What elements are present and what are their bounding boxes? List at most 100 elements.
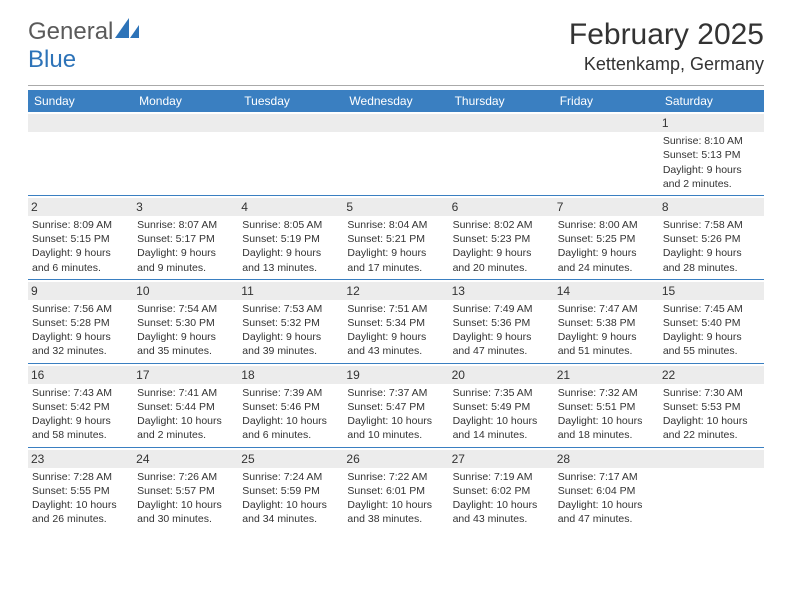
calendar-day-cell: 26Sunrise: 7:22 AMSunset: 6:01 PMDayligh… (343, 447, 448, 530)
day-number (238, 114, 343, 132)
calendar-day-cell: 4Sunrise: 8:05 AMSunset: 5:19 PMDaylight… (238, 195, 343, 279)
calendar-week-row: 1Sunrise: 8:10 AMSunset: 5:13 PMDaylight… (28, 112, 764, 195)
calendar-day-cell: 21Sunrise: 7:32 AMSunset: 5:51 PMDayligh… (554, 363, 659, 447)
calendar-day-cell: 1Sunrise: 8:10 AMSunset: 5:13 PMDaylight… (659, 112, 764, 195)
title-block: February 2025 Kettenkamp, Germany (569, 18, 764, 75)
day-number: 18 (238, 366, 343, 384)
sunset-text: Sunset: 5:23 PM (453, 232, 550, 246)
sunset-text: Sunset: 5:59 PM (242, 484, 339, 498)
sunset-text: Sunset: 5:46 PM (242, 400, 339, 414)
calendar-week-row: 16Sunrise: 7:43 AMSunset: 5:42 PMDayligh… (28, 363, 764, 447)
daylight-text: Daylight: 9 hours and 13 minutes. (242, 246, 339, 274)
day-number (659, 450, 764, 468)
daylight-text: Daylight: 9 hours and 6 minutes. (32, 246, 129, 274)
sunset-text: Sunset: 5:17 PM (137, 232, 234, 246)
daylight-text: Daylight: 9 hours and 28 minutes. (663, 246, 760, 274)
daylight-text: Daylight: 9 hours and 47 minutes. (453, 330, 550, 358)
calendar-day-cell: 10Sunrise: 7:54 AMSunset: 5:30 PMDayligh… (133, 279, 238, 363)
sunrise-text: Sunrise: 7:35 AM (453, 386, 550, 400)
sunset-text: Sunset: 5:13 PM (663, 148, 760, 162)
day-number: 17 (133, 366, 238, 384)
sunrise-text: Sunrise: 8:07 AM (137, 218, 234, 232)
sunrise-text: Sunrise: 8:04 AM (347, 218, 444, 232)
calendar-day-cell: 2Sunrise: 8:09 AMSunset: 5:15 PMDaylight… (28, 195, 133, 279)
daylight-text: Daylight: 9 hours and 58 minutes. (32, 414, 129, 442)
calendar-day-cell: 12Sunrise: 7:51 AMSunset: 5:34 PMDayligh… (343, 279, 448, 363)
weekday-header: Thursday (449, 90, 554, 112)
sunset-text: Sunset: 5:55 PM (32, 484, 129, 498)
sunset-text: Sunset: 5:25 PM (558, 232, 655, 246)
calendar-empty-cell (133, 112, 238, 195)
sunrise-text: Sunrise: 7:39 AM (242, 386, 339, 400)
sunrise-text: Sunrise: 8:00 AM (558, 218, 655, 232)
day-number: 19 (343, 366, 448, 384)
weekday-header: Wednesday (343, 90, 448, 112)
calendar-empty-cell (659, 447, 764, 530)
day-number (554, 114, 659, 132)
sunrise-text: Sunrise: 7:32 AM (558, 386, 655, 400)
day-number: 14 (554, 282, 659, 300)
sunrise-text: Sunrise: 7:22 AM (347, 470, 444, 484)
calendar-empty-cell (554, 112, 659, 195)
sunrise-text: Sunrise: 7:26 AM (137, 470, 234, 484)
calendar-week-row: 2Sunrise: 8:09 AMSunset: 5:15 PMDaylight… (28, 195, 764, 279)
calendar-day-cell: 6Sunrise: 8:02 AMSunset: 5:23 PMDaylight… (449, 195, 554, 279)
sunrise-text: Sunrise: 8:10 AM (663, 134, 760, 148)
calendar-table: SundayMondayTuesdayWednesdayThursdayFrid… (28, 90, 764, 530)
sunrise-text: Sunrise: 7:49 AM (453, 302, 550, 316)
calendar-day-cell: 28Sunrise: 7:17 AMSunset: 6:04 PMDayligh… (554, 447, 659, 530)
daylight-text: Daylight: 9 hours and 20 minutes. (453, 246, 550, 274)
page-header: General Blue February 2025 Kettenkamp, G… (28, 18, 764, 75)
day-number: 11 (238, 282, 343, 300)
sunrise-text: Sunrise: 7:51 AM (347, 302, 444, 316)
calendar-day-cell: 17Sunrise: 7:41 AMSunset: 5:44 PMDayligh… (133, 363, 238, 447)
day-number: 6 (449, 198, 554, 216)
sunset-text: Sunset: 5:42 PM (32, 400, 129, 414)
daylight-text: Daylight: 10 hours and 47 minutes. (558, 498, 655, 526)
daylight-text: Daylight: 9 hours and 43 minutes. (347, 330, 444, 358)
sunset-text: Sunset: 5:53 PM (663, 400, 760, 414)
sunrise-text: Sunrise: 7:43 AM (32, 386, 129, 400)
calendar-day-cell: 5Sunrise: 8:04 AMSunset: 5:21 PMDaylight… (343, 195, 448, 279)
sunset-text: Sunset: 5:51 PM (558, 400, 655, 414)
sunset-text: Sunset: 5:47 PM (347, 400, 444, 414)
calendar-day-cell: 8Sunrise: 7:58 AMSunset: 5:26 PMDaylight… (659, 195, 764, 279)
day-number: 27 (449, 450, 554, 468)
sunrise-text: Sunrise: 7:58 AM (663, 218, 760, 232)
day-number: 12 (343, 282, 448, 300)
day-number: 23 (28, 450, 133, 468)
daylight-text: Daylight: 9 hours and 24 minutes. (558, 246, 655, 274)
day-number: 24 (133, 450, 238, 468)
day-number: 13 (449, 282, 554, 300)
sunrise-text: Sunrise: 8:05 AM (242, 218, 339, 232)
sunrise-text: Sunrise: 7:54 AM (137, 302, 234, 316)
location-subtitle: Kettenkamp, Germany (569, 54, 764, 75)
day-number: 4 (238, 198, 343, 216)
daylight-text: Daylight: 10 hours and 10 minutes. (347, 414, 444, 442)
day-number: 5 (343, 198, 448, 216)
sunset-text: Sunset: 5:36 PM (453, 316, 550, 330)
sunset-text: Sunset: 6:02 PM (453, 484, 550, 498)
day-number: 2 (28, 198, 133, 216)
logo-word-general: General (28, 18, 113, 45)
sunset-text: Sunset: 6:01 PM (347, 484, 444, 498)
sunset-text: Sunset: 5:49 PM (453, 400, 550, 414)
calendar-week-row: 23Sunrise: 7:28 AMSunset: 5:55 PMDayligh… (28, 447, 764, 530)
sunrise-text: Sunrise: 7:19 AM (453, 470, 550, 484)
sunrise-text: Sunrise: 7:45 AM (663, 302, 760, 316)
sunset-text: Sunset: 5:40 PM (663, 316, 760, 330)
sunset-text: Sunset: 5:57 PM (137, 484, 234, 498)
calendar-day-cell: 20Sunrise: 7:35 AMSunset: 5:49 PMDayligh… (449, 363, 554, 447)
day-number: 9 (28, 282, 133, 300)
day-number (133, 114, 238, 132)
month-title: February 2025 (569, 18, 764, 52)
sunset-text: Sunset: 5:44 PM (137, 400, 234, 414)
weekday-header: Monday (133, 90, 238, 112)
logo-word-blue: Blue (28, 46, 76, 73)
sunset-text: Sunset: 5:28 PM (32, 316, 129, 330)
calendar-day-cell: 22Sunrise: 7:30 AMSunset: 5:53 PMDayligh… (659, 363, 764, 447)
weekday-header: Friday (554, 90, 659, 112)
sunrise-text: Sunrise: 7:47 AM (558, 302, 655, 316)
sunset-text: Sunset: 5:26 PM (663, 232, 760, 246)
weekday-header: Tuesday (238, 90, 343, 112)
